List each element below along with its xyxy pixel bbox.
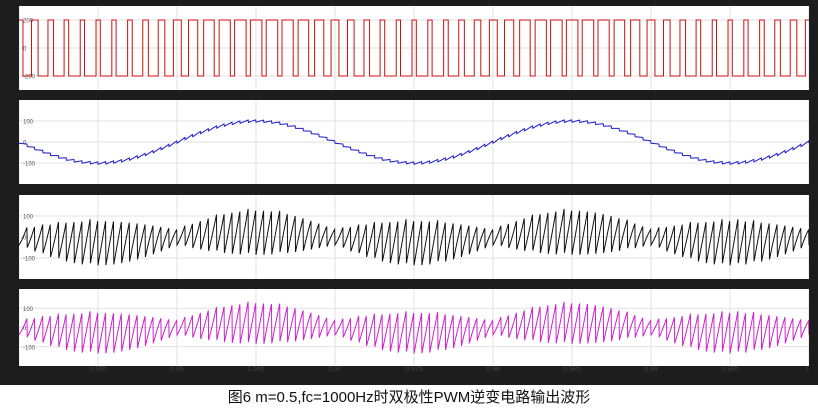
scope-frame: 200 0 -200 100 0 -100 100 0 -100 100 0 -100 0.95… bbox=[0, 0, 818, 385]
y-tick-label: 100 bbox=[23, 307, 34, 313]
figure-caption: 图6 m=0.5,fc=1000Hz时双极性PWM逆变电路输出波形 bbox=[0, 386, 818, 413]
plot-panel-1: 200 0 -200 bbox=[19, 6, 809, 90]
plot-panel-3: 100 0 -100 bbox=[19, 195, 809, 279]
x-tick-label: 0.97 bbox=[328, 366, 342, 373]
series-line-1 bbox=[19, 19, 809, 77]
plot-svg-2: 1000-100 bbox=[19, 100, 809, 184]
y-tick-label: -100 bbox=[23, 162, 36, 168]
x-axis: 0.955 0.96 0.965 0.97 0.975 0.98 0.985 0.99 0.99… bbox=[19, 366, 809, 380]
y-tick-label: 100 bbox=[23, 120, 34, 126]
y-tick-label: -100 bbox=[23, 257, 36, 263]
y-tick-label: 0 bbox=[23, 47, 27, 53]
x-tick-label: 1 bbox=[805, 366, 809, 373]
y-tick-label: 200 bbox=[23, 19, 34, 25]
y-tick-label: 0 bbox=[23, 326, 27, 332]
plot-svg-4: 100 0 -100 bbox=[19, 289, 809, 366]
x-tick-label: 0.955 bbox=[89, 366, 107, 373]
y-tick-label: -200 bbox=[23, 75, 36, 81]
plot-panel-4: 100 0 -100 bbox=[19, 289, 809, 366]
x-tick-label: 0.975 bbox=[405, 366, 423, 373]
series-line-3 bbox=[19, 208, 809, 266]
x-tick-label: 0.965 bbox=[247, 366, 265, 373]
plot-svg-1: 200 0 -200 bbox=[19, 6, 809, 90]
y-tick-label: 100 bbox=[23, 215, 34, 221]
y-tick-label: 0 bbox=[23, 236, 27, 242]
plot-svg-3: 100 0 -100 bbox=[19, 195, 809, 279]
x-tick-label: 0.96 bbox=[170, 366, 184, 373]
plot-panel-2: 100 0 -100 bbox=[19, 100, 809, 184]
x-tick-label: 0.99 bbox=[644, 366, 658, 373]
x-tick-label: 0.995 bbox=[721, 366, 739, 373]
x-tick-label: 0.98 bbox=[486, 366, 500, 373]
x-tick-label: 0.985 bbox=[563, 366, 581, 373]
y-tick-label: -100 bbox=[23, 345, 36, 351]
series-line-4 bbox=[19, 301, 809, 354]
series-line-2 bbox=[19, 119, 809, 165]
